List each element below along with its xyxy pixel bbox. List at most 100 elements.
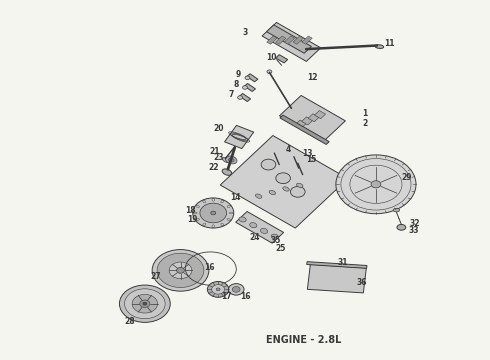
Ellipse shape: [238, 96, 243, 99]
Ellipse shape: [289, 107, 294, 111]
Text: 7: 7: [229, 90, 234, 99]
Bar: [275, 36, 286, 44]
Ellipse shape: [225, 156, 237, 164]
Bar: [247, 74, 258, 82]
Bar: [279, 95, 345, 141]
Bar: [267, 36, 277, 44]
Text: 16: 16: [240, 292, 250, 301]
Text: 16: 16: [204, 264, 215, 273]
Ellipse shape: [292, 154, 296, 157]
Bar: [302, 117, 313, 125]
Ellipse shape: [255, 194, 262, 198]
Text: 9: 9: [236, 71, 241, 80]
Text: 29: 29: [401, 173, 412, 182]
Ellipse shape: [269, 190, 275, 195]
Text: 23: 23: [213, 153, 223, 162]
Text: 1: 1: [362, 109, 368, 118]
Text: 19: 19: [188, 215, 198, 224]
Ellipse shape: [291, 186, 305, 197]
Ellipse shape: [152, 249, 209, 291]
Ellipse shape: [157, 253, 204, 288]
Text: 2: 2: [362, 119, 368, 128]
Bar: [308, 114, 319, 122]
Ellipse shape: [271, 234, 278, 239]
Ellipse shape: [228, 284, 244, 295]
Ellipse shape: [261, 159, 276, 170]
Text: 25: 25: [275, 244, 286, 253]
Ellipse shape: [222, 169, 232, 175]
Ellipse shape: [336, 155, 416, 214]
Bar: [280, 115, 329, 144]
Ellipse shape: [283, 187, 289, 191]
Ellipse shape: [267, 70, 272, 73]
Text: 12: 12: [307, 73, 318, 82]
Bar: [295, 120, 306, 128]
Ellipse shape: [124, 289, 165, 319]
Ellipse shape: [250, 222, 257, 228]
Ellipse shape: [260, 228, 268, 234]
Ellipse shape: [176, 267, 184, 273]
Ellipse shape: [193, 198, 234, 228]
Text: 11: 11: [384, 39, 394, 48]
Text: 35: 35: [270, 236, 280, 245]
Ellipse shape: [232, 287, 240, 292]
Text: 32: 32: [410, 219, 420, 228]
Bar: [262, 22, 321, 62]
Ellipse shape: [393, 208, 400, 212]
Ellipse shape: [212, 285, 224, 294]
Text: 28: 28: [124, 317, 135, 326]
Bar: [224, 125, 254, 149]
Text: 36: 36: [356, 278, 367, 287]
Text: 33: 33: [408, 226, 419, 235]
Text: ENGINE - 2.8L: ENGINE - 2.8L: [266, 335, 342, 345]
Text: 15: 15: [306, 155, 317, 164]
Bar: [275, 55, 288, 63]
Ellipse shape: [295, 161, 300, 164]
Text: 31: 31: [338, 258, 348, 267]
Ellipse shape: [140, 300, 150, 307]
Ellipse shape: [207, 282, 229, 297]
Ellipse shape: [143, 302, 147, 305]
Text: 17: 17: [221, 292, 232, 301]
Text: 3: 3: [243, 28, 247, 37]
Text: 14: 14: [230, 193, 241, 202]
Text: 24: 24: [249, 233, 260, 242]
Text: 8: 8: [234, 80, 239, 89]
Text: 18: 18: [185, 206, 196, 215]
Bar: [220, 136, 348, 228]
Text: 21: 21: [209, 147, 220, 156]
Ellipse shape: [371, 181, 381, 188]
Ellipse shape: [211, 211, 216, 215]
Text: 13: 13: [302, 149, 313, 158]
Bar: [245, 84, 255, 91]
Bar: [307, 264, 367, 293]
Bar: [236, 211, 284, 243]
Ellipse shape: [200, 203, 226, 223]
Text: 22: 22: [208, 163, 219, 172]
Ellipse shape: [239, 217, 246, 222]
Ellipse shape: [216, 288, 220, 291]
Ellipse shape: [120, 285, 170, 322]
Ellipse shape: [243, 86, 247, 89]
Ellipse shape: [272, 150, 277, 154]
Ellipse shape: [169, 262, 192, 279]
Ellipse shape: [375, 45, 384, 49]
Bar: [240, 94, 250, 102]
Ellipse shape: [245, 76, 250, 80]
Ellipse shape: [276, 173, 291, 184]
Ellipse shape: [397, 225, 406, 230]
Ellipse shape: [296, 183, 303, 188]
Text: 4: 4: [285, 145, 291, 154]
Text: 20: 20: [213, 123, 223, 132]
Bar: [267, 25, 312, 53]
Ellipse shape: [222, 157, 230, 162]
Ellipse shape: [228, 158, 234, 162]
Text: 27: 27: [151, 271, 161, 280]
Ellipse shape: [132, 294, 158, 313]
Bar: [302, 36, 312, 44]
Text: 10: 10: [267, 53, 277, 62]
Bar: [307, 262, 367, 268]
Bar: [284, 36, 294, 44]
Bar: [315, 111, 325, 118]
Bar: [293, 36, 303, 44]
